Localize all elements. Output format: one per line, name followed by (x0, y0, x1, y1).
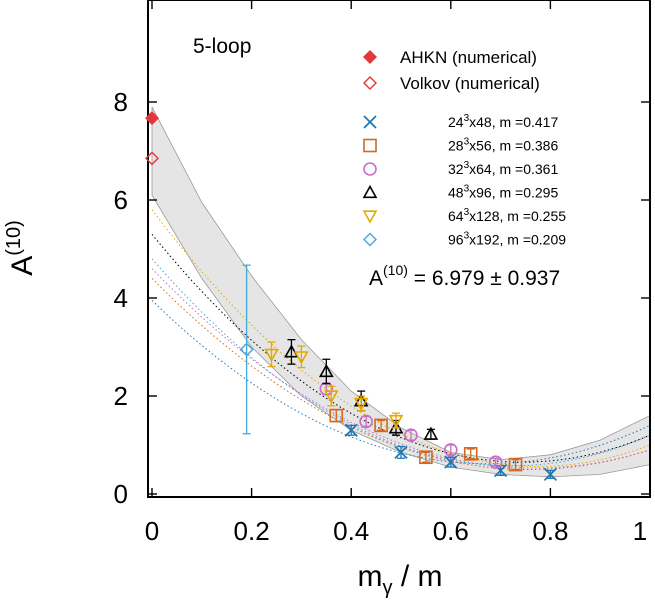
result-sup: (10) (383, 262, 408, 278)
data-point (294, 351, 309, 365)
legend-label: 643x128, m =0.255 (448, 207, 566, 224)
y-tick-label: 2 (114, 381, 128, 411)
plot-background (148, 0, 650, 497)
data-point (353, 397, 369, 411)
data-point (444, 455, 458, 469)
data-point (329, 408, 344, 423)
legend-sup: 3 (464, 207, 470, 218)
legend-rest: x96, m =0.295 (469, 185, 558, 201)
legend-lattice: 64 (448, 208, 464, 224)
legend-lattice: 24 (448, 114, 464, 130)
x-tick-label: 1 (633, 516, 647, 546)
y-axis-label: A(10) (3, 220, 39, 276)
legend-marker (363, 76, 377, 90)
plot-frame (147, 0, 651, 498)
x-axis-label-main: m (358, 560, 383, 593)
x-tick-label: 0.6 (433, 516, 469, 546)
legend-sup: 3 (464, 137, 470, 148)
data-point (344, 423, 358, 437)
ref-point (145, 111, 159, 126)
legend-marker (363, 115, 377, 129)
legend-marker (362, 184, 378, 199)
band-area (151, 106, 650, 478)
fit-curve-24 (151, 300, 650, 465)
legend-marker (363, 232, 377, 247)
data-point (264, 348, 279, 362)
data-point (388, 414, 404, 429)
y-tick-label: 8 (114, 87, 128, 117)
legend-rest: x128, m =0.255 (469, 208, 566, 224)
legend-lattice: 48 (448, 185, 464, 201)
legend-marker (362, 210, 378, 224)
y-tick-label: 0 (114, 479, 128, 509)
legend-rest: x64, m =0.361 (469, 161, 558, 177)
data-point (419, 450, 433, 465)
fit-curve-28 (151, 278, 650, 471)
legend-label: AHKN (numerical) (400, 48, 537, 67)
fit-curves (151, 209, 650, 471)
x-tick-label: 0.4 (333, 516, 369, 546)
fit-curve-48 (151, 233, 650, 463)
data-point (423, 426, 439, 440)
panel-label: 5-loop (193, 35, 251, 58)
legend-lattice: 32 (448, 161, 464, 177)
result-annotation: A(10) = 6.979 ± 0.937 (369, 262, 560, 290)
data-point (239, 342, 254, 357)
legend-rest: x56, m =0.386 (469, 138, 558, 154)
data-point (374, 418, 388, 433)
fit-curve-64 (151, 209, 650, 467)
data-point (359, 414, 373, 429)
y-axis-label-sup: (10) (3, 220, 25, 256)
legend-rest: x192, m =0.209 (469, 232, 566, 248)
legend-label: Volkov (numerical) (400, 74, 540, 93)
y-tick-label: 4 (114, 283, 128, 313)
legend-sup: 3 (464, 231, 470, 242)
legend-rest: x48, m =0.417 (469, 114, 558, 130)
legend: AHKN (numerical)Volkov (numerical)243x48… (362, 48, 566, 248)
result-prefix: A (369, 267, 383, 290)
x-tick-label: 0.2 (234, 516, 270, 546)
x-axis-label: mγ / m (358, 560, 443, 599)
x-tick-label: 0.8 (532, 516, 568, 546)
data-point (543, 467, 558, 482)
legend-label: 243x48, m =0.417 (448, 113, 558, 130)
data-point (488, 455, 503, 469)
data-point (508, 457, 523, 472)
legend-marker (363, 50, 377, 64)
legend-label: 483x96, m =0.295 (448, 184, 558, 201)
legend-lattice: 96 (448, 232, 464, 248)
legend-marker (363, 162, 377, 176)
confidence-band (151, 106, 650, 478)
legend-sup: 3 (464, 113, 470, 124)
x-tick-label: 0 (145, 516, 159, 546)
data-point (443, 443, 458, 457)
legend-marker (363, 138, 377, 153)
data-point (318, 363, 334, 378)
data-point (323, 390, 339, 404)
data-points (145, 111, 558, 482)
data-point (463, 447, 478, 461)
legend-sup: 3 (464, 184, 470, 195)
data-point (394, 445, 408, 459)
y-axis-label-main: A (6, 256, 39, 276)
x-axis-label-tail: / m (393, 560, 443, 593)
legend-lattice: 28 (448, 138, 464, 154)
legend-label: 963x192, m =0.209 (448, 231, 566, 248)
legend-sup: 3 (464, 160, 470, 171)
x-axis-label-sub: γ (383, 577, 393, 599)
fit-curve-32 (151, 268, 650, 469)
legend-label: 323x64, m =0.361 (448, 160, 558, 177)
y-tick-label: 6 (114, 185, 128, 215)
ref-point (145, 151, 159, 166)
legend-label: 283x56, m =0.386 (448, 137, 558, 154)
data-point (404, 428, 418, 443)
result-value: = 6.979 ± 0.937 (408, 267, 560, 290)
